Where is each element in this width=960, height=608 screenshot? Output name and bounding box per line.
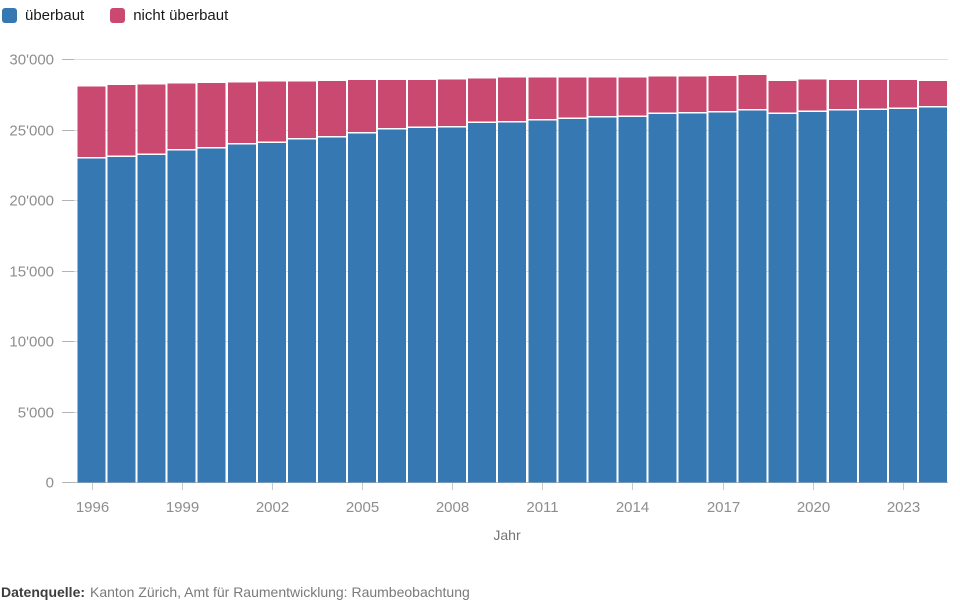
x-axis-label: 2014	[616, 499, 649, 516]
bar-2003-ueberbaut	[287, 139, 316, 483]
legend-swatch-nicht-ueberbaut-icon	[110, 8, 126, 23]
bar-2006-ueberbaut	[378, 129, 406, 483]
bar-2023-ueberbaut	[888, 109, 917, 483]
bar-2024-nicht-ueberbaut	[918, 80, 947, 107]
bar-1999-ueberbaut	[167, 150, 196, 483]
bar-2010-ueberbaut	[498, 122, 527, 483]
x-axis-title: Jahr	[493, 527, 521, 543]
bar-2018-nicht-ueberbaut	[738, 75, 767, 109]
x-axis-label: 1996	[76, 499, 109, 516]
x-axis-label: 1999	[166, 499, 199, 516]
bar-2024-ueberbaut	[918, 107, 947, 483]
x-axis-label: 2002	[256, 499, 289, 516]
bar-2000-nicht-ueberbaut	[197, 82, 226, 148]
y-axis-label: 10'000	[9, 334, 54, 351]
bar-1998-ueberbaut	[137, 154, 166, 483]
bar-2000-ueberbaut	[197, 148, 226, 483]
legend-item-ueberbaut: überbaut	[2, 7, 84, 24]
source-text: Kanton Zürich, Amt für Raumentwicklung: …	[90, 584, 470, 600]
x-axis-label: 2017	[707, 499, 740, 516]
y-axis-label: 30'000	[9, 52, 54, 69]
bar-2019-nicht-ueberbaut	[768, 80, 797, 113]
source-line: Datenquelle: Kanton Zürich, Amt für Raume…	[1, 584, 470, 600]
y-axis-label: 15'000	[9, 264, 54, 281]
bar-1997-nicht-ueberbaut	[107, 85, 136, 156]
bar-2022-ueberbaut	[858, 109, 887, 483]
bar-2008-nicht-ueberbaut	[438, 79, 467, 126]
bar-2013-nicht-ueberbaut	[588, 77, 617, 117]
bar-2005-ueberbaut	[347, 133, 376, 483]
y-axis-label: 25'000	[9, 123, 54, 140]
x-axis-label: 2005	[346, 499, 379, 516]
bar-2015-nicht-ueberbaut	[648, 76, 677, 113]
bar-1996-nicht-ueberbaut	[77, 86, 106, 157]
bar-2014-nicht-ueberbaut	[618, 77, 647, 116]
bar-2011-ueberbaut	[528, 120, 557, 483]
legend: überbaut nicht überbaut	[2, 7, 228, 24]
legend-item-nicht-ueberbaut: nicht überbaut	[110, 7, 228, 24]
bar-2003-nicht-ueberbaut	[287, 81, 316, 138]
bar-2009-nicht-ueberbaut	[468, 78, 497, 122]
y-axis-label: 20'000	[9, 193, 54, 210]
bar-2004-nicht-ueberbaut	[317, 80, 346, 136]
bar-2006-nicht-ueberbaut	[378, 80, 406, 128]
bar-2001-nicht-ueberbaut	[227, 82, 256, 143]
bar-2018-ueberbaut	[738, 110, 767, 483]
bar-2020-nicht-ueberbaut	[798, 79, 827, 111]
bar-2008-ueberbaut	[438, 127, 467, 483]
legend-label-ueberbaut: überbaut	[25, 7, 85, 24]
bar-1997-ueberbaut	[107, 156, 136, 483]
bar-2016-ueberbaut	[678, 113, 707, 483]
bar-2009-ueberbaut	[468, 123, 497, 483]
bar-2012-ueberbaut	[558, 118, 587, 483]
y-axis-label: 5'000	[18, 405, 54, 422]
bar-2005-nicht-ueberbaut	[347, 80, 376, 133]
bar-1996-ueberbaut	[77, 158, 106, 483]
x-axis-label: 2011	[526, 499, 558, 516]
bar-2021-nicht-ueberbaut	[828, 80, 857, 109]
bar-2014-ueberbaut	[618, 116, 647, 483]
bar-2017-ueberbaut	[708, 112, 737, 483]
bar-2015-ueberbaut	[648, 113, 677, 483]
bar-1998-nicht-ueberbaut	[137, 84, 166, 154]
bar-2022-nicht-ueberbaut	[858, 80, 887, 109]
bar-2013-ueberbaut	[588, 117, 617, 483]
y-axis-label: 0	[46, 475, 54, 492]
x-axis-label: 2020	[797, 499, 830, 516]
bar-2012-nicht-ueberbaut	[558, 77, 587, 118]
bar-2016-nicht-ueberbaut	[678, 76, 707, 112]
bar-2007-nicht-ueberbaut	[408, 80, 437, 127]
bar-2002-nicht-ueberbaut	[257, 81, 286, 142]
bar-2002-ueberbaut	[257, 142, 286, 483]
legend-swatch-ueberbaut-icon	[2, 8, 17, 23]
bar-2017-nicht-ueberbaut	[708, 75, 737, 112]
legend-label-nicht-ueberbaut: nicht überbaut	[133, 7, 229, 24]
bar-2020-ueberbaut	[798, 111, 827, 483]
bar-2023-nicht-ueberbaut	[888, 80, 917, 108]
bar-2019-ueberbaut	[768, 113, 797, 483]
bar-2001-ueberbaut	[227, 144, 256, 483]
bar-2010-nicht-ueberbaut	[498, 77, 527, 121]
bar-2011-nicht-ueberbaut	[528, 77, 557, 119]
bar-2004-ueberbaut	[317, 137, 346, 483]
bar-2007-ueberbaut	[408, 128, 437, 483]
stacked-bar-chart: 30'000 25'000 20'000 15'000 10'000 5'000 0 1996…	[9, 52, 948, 543]
x-axis-label: 2008	[436, 499, 469, 516]
source-label: Datenquelle:	[1, 584, 86, 600]
bar-2021-ueberbaut	[828, 110, 857, 483]
x-axis-label: 2023	[887, 499, 920, 516]
bar-1999-nicht-ueberbaut	[167, 83, 196, 150]
